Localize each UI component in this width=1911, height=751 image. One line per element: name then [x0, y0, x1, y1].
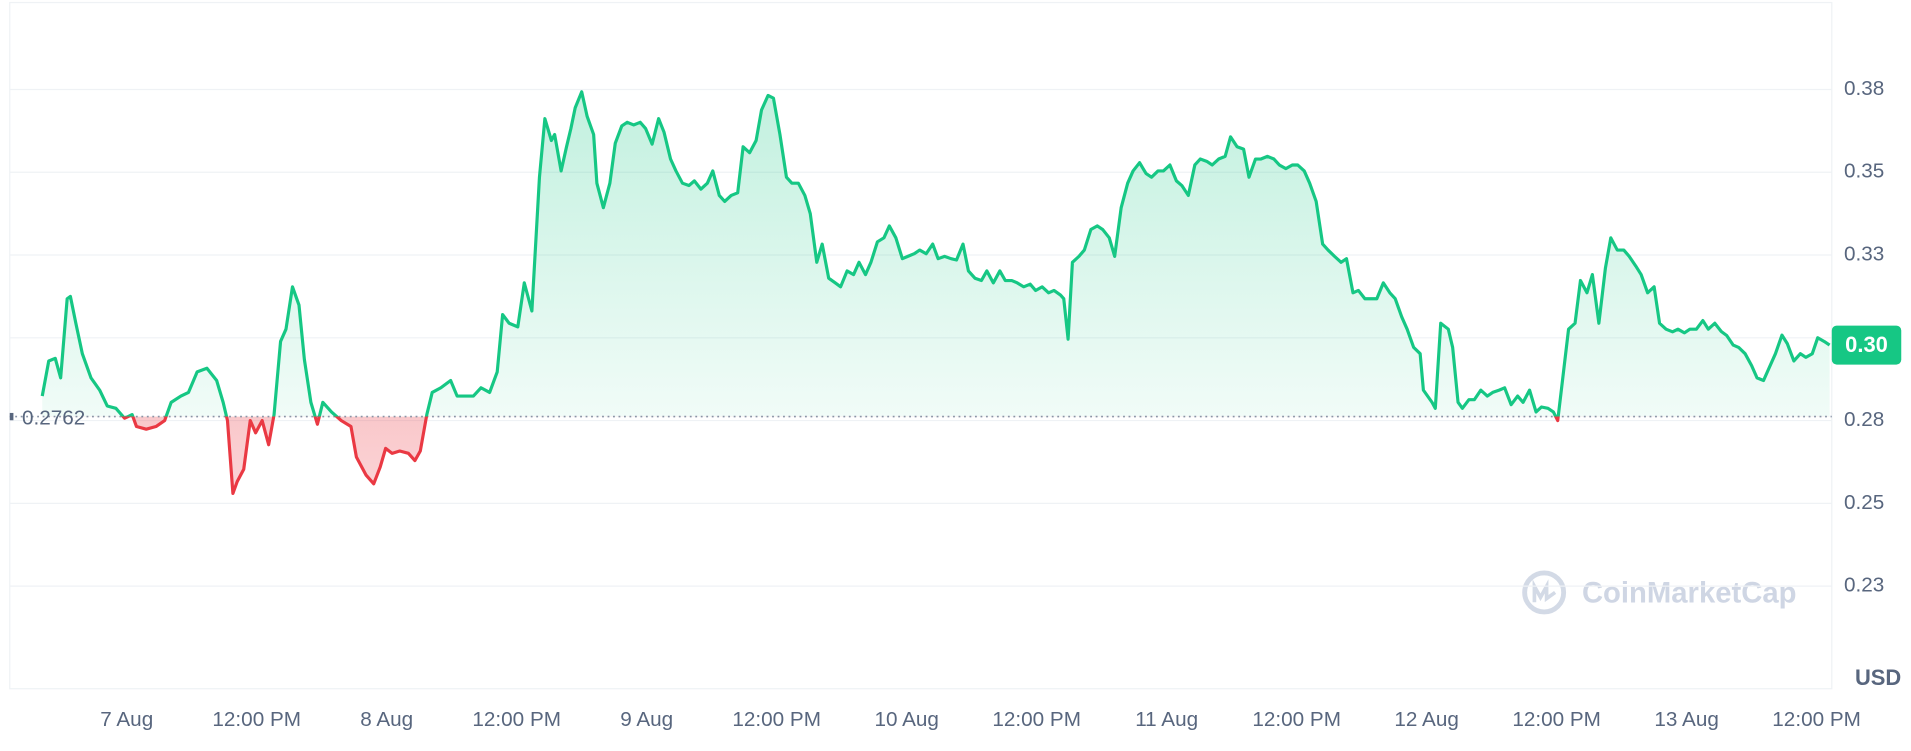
x-tick-label: 11 Aug	[1135, 708, 1198, 731]
x-tick-label: 7 Aug	[100, 708, 153, 731]
watermark-logo	[1522, 570, 1567, 615]
y-tick-label: 0.38	[1844, 77, 1884, 100]
x-tick-label: 10 Aug	[874, 708, 938, 731]
y-tick-label: 0.25	[1844, 491, 1884, 514]
watermark: CoinMarketCap	[1582, 578, 1797, 610]
y-tick-label: 0.28	[1844, 408, 1884, 431]
x-tick-label: 12:00 PM	[1772, 708, 1861, 731]
y-tick-label: 0.35	[1844, 160, 1884, 183]
y-tick-label: 0.23	[1844, 574, 1884, 597]
current-price-label: 0.30	[1845, 332, 1888, 357]
x-tick-label: 12:00 PM	[1512, 708, 1601, 731]
current-price-badge	[1831, 325, 1902, 365]
price-area	[42, 91, 1830, 494]
x-tick-label: 12:00 PM	[212, 708, 301, 731]
currency-label: USD	[1855, 665, 1901, 690]
watermark-circle	[1522, 570, 1567, 615]
watermark-mark	[1532, 579, 1557, 603]
x-tick-label: 12:00 PM	[1252, 708, 1341, 731]
x-tick-label: 9 Aug	[620, 708, 673, 731]
x-tick-label: 8 Aug	[360, 708, 413, 731]
x-tick-label: 12:00 PM	[472, 708, 561, 731]
x-tick-label: 12 Aug	[1394, 708, 1458, 731]
baseline-label: 0.2762	[22, 406, 85, 429]
x-tick-label: 12:00 PM	[732, 708, 821, 731]
y-tick-label: 0.33	[1844, 243, 1884, 266]
baseline-marker	[9, 412, 14, 421]
price-line	[40, 90, 1831, 495]
x-tick-label: 13 Aug	[1654, 708, 1718, 731]
x-tick-label: 12:00 PM	[992, 708, 1081, 731]
